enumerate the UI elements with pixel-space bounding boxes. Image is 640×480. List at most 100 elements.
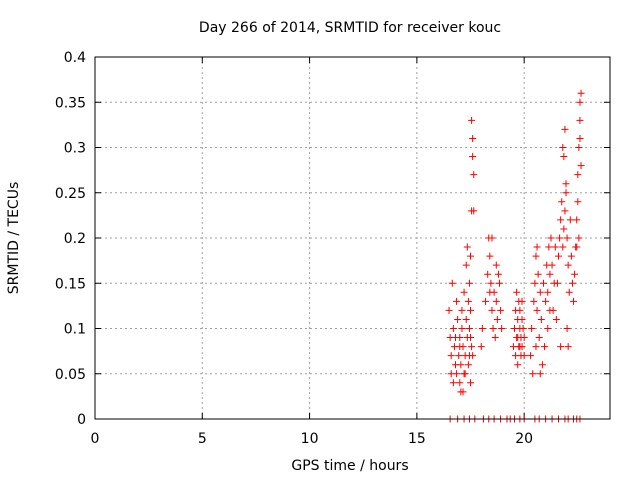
data-point <box>570 297 578 305</box>
data-point <box>454 315 462 323</box>
data-point <box>561 207 569 215</box>
data-point <box>541 343 549 351</box>
data-point <box>468 116 476 124</box>
data-point <box>445 306 453 314</box>
data-point <box>460 288 468 296</box>
data-point <box>520 352 528 360</box>
data-point <box>464 361 472 369</box>
data-point <box>539 279 547 287</box>
data-point <box>561 125 569 133</box>
data-point <box>537 315 545 323</box>
data-point <box>462 315 470 323</box>
x-tick-label: 15 <box>408 431 426 447</box>
data-point <box>576 116 584 124</box>
data-point <box>491 334 499 342</box>
y-tick-label: 0.15 <box>55 276 86 292</box>
data-point <box>447 352 455 360</box>
data-point <box>498 325 506 332</box>
data-point <box>574 171 582 179</box>
data-point <box>555 252 562 260</box>
data-point <box>465 325 473 332</box>
data-point <box>478 325 486 332</box>
data-point <box>455 352 463 360</box>
data-point <box>516 306 524 314</box>
data-point <box>458 306 466 314</box>
data-point <box>467 334 475 342</box>
data-point <box>536 370 544 378</box>
x-tick-label: 10 <box>301 431 319 447</box>
data-point <box>495 279 503 287</box>
y-axis-label: SRMTID / TECUs <box>6 182 22 295</box>
data-point <box>488 234 496 242</box>
data-point <box>456 379 464 387</box>
data-point <box>492 261 500 269</box>
x-axis-label: GPS time / hours <box>291 458 408 474</box>
data-point <box>467 252 475 260</box>
y-tick-label: 0.2 <box>64 231 86 247</box>
data-point <box>487 279 495 287</box>
data-point <box>534 270 542 278</box>
data-point <box>560 225 568 233</box>
data-point <box>484 270 492 278</box>
data-point <box>457 361 465 369</box>
data-point <box>557 343 565 351</box>
data-point <box>497 306 505 314</box>
data-point <box>469 153 477 161</box>
chart-title: Day 266 of 2014, SRMTID for receiver kou… <box>199 20 501 36</box>
data-point <box>486 252 494 260</box>
data-point <box>538 361 546 369</box>
data-point <box>568 279 576 287</box>
data-point <box>468 343 476 351</box>
data-point <box>463 243 471 251</box>
data-point <box>564 261 572 269</box>
data-point <box>462 261 470 269</box>
data-point <box>469 134 477 142</box>
data-point <box>449 325 457 332</box>
data-point <box>545 243 553 251</box>
data-point <box>566 216 574 224</box>
plot-frame <box>94 56 611 420</box>
data-point <box>459 388 467 396</box>
data-point <box>529 370 537 378</box>
data-point <box>551 243 559 251</box>
x-tick-label: 0 <box>91 431 100 447</box>
data-point <box>518 297 526 305</box>
data-point <box>482 297 490 305</box>
data-point <box>565 288 573 296</box>
y-tick-label: 0.05 <box>55 367 86 383</box>
data-point <box>567 252 575 260</box>
data-point <box>533 243 541 251</box>
data-point <box>461 370 469 378</box>
axis-ticks: 0 0.05 0.1 0.15 0.2 0.25 0.3 0.35 0.4 0 5 10 15 20 <box>55 50 610 447</box>
data-point <box>453 370 461 378</box>
data-point <box>494 270 502 278</box>
data-point <box>557 216 565 224</box>
data-point <box>489 325 497 332</box>
x-tick-label: 5 <box>198 431 207 447</box>
data-point <box>532 252 540 260</box>
data-point <box>492 297 500 305</box>
data-point <box>448 279 456 287</box>
data-point <box>544 288 552 296</box>
x-tick-label: 20 <box>515 431 533 447</box>
data-point <box>477 343 485 351</box>
data-point <box>518 315 526 323</box>
data-point <box>513 288 521 296</box>
data-point <box>571 270 579 278</box>
data-point <box>576 134 584 142</box>
data-point <box>468 207 476 215</box>
data-point <box>546 270 554 278</box>
data-point <box>464 297 472 305</box>
data-point <box>562 189 570 197</box>
data-point <box>453 297 461 305</box>
data-point <box>467 306 475 314</box>
data-point <box>547 234 555 242</box>
data-point <box>560 153 568 161</box>
data-point <box>575 234 583 242</box>
data-point <box>577 89 585 97</box>
data-point <box>577 162 585 170</box>
data-point <box>456 343 464 351</box>
data-point <box>548 261 556 269</box>
data-point <box>470 171 478 179</box>
